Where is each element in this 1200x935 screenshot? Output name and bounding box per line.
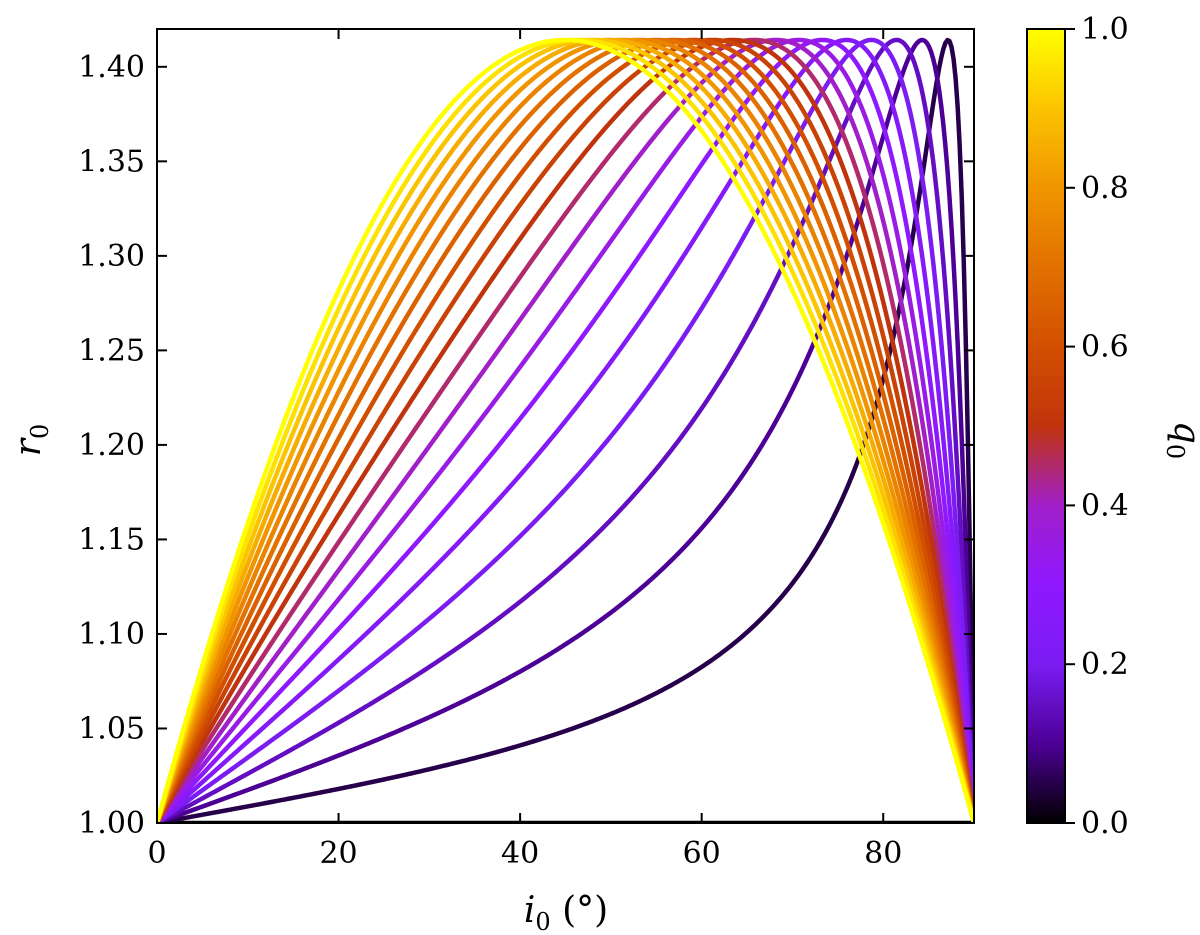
series-curves	[157, 37, 974, 823]
colorbar-tick-label: 0.8	[1081, 171, 1129, 206]
x-tick-label: 20	[319, 836, 357, 871]
y-tick-label: 1.25	[78, 333, 145, 368]
series-line-q10	[157, 37, 974, 823]
colorbar-tick-label: 0.0	[1081, 806, 1129, 841]
series-line-q9	[157, 37, 974, 823]
y-tick-label: 1.20	[78, 428, 145, 463]
series-line-q7	[157, 37, 974, 823]
series-line-q3	[157, 37, 974, 823]
y-tick-label: 1.35	[78, 144, 145, 179]
x-axis: 0 20 40 60 80	[147, 29, 902, 871]
colorbar-axis: 0.0 0.2 0.4 0.6 0.8 1.0	[1065, 12, 1129, 841]
colorbar-tick-label: 0.4	[1081, 488, 1129, 523]
colorbar-tick-label: 0.2	[1081, 647, 1129, 682]
x-tick-label: 40	[501, 836, 539, 871]
colorbar-label: q0	[1161, 421, 1200, 459]
series-line-q8	[157, 37, 974, 823]
series-line-q16	[157, 37, 974, 823]
y-tick-label: 1.10	[78, 617, 145, 652]
y-tick-label: 1.05	[78, 711, 145, 746]
series-line-q14	[157, 37, 974, 823]
series-line-q13	[157, 37, 974, 823]
y-axis-label: r0	[8, 424, 54, 457]
series-line-q18	[157, 37, 974, 823]
colorbar-tick-label: 1.0	[1081, 12, 1129, 47]
series-line-q12	[157, 37, 974, 823]
y-tick-label: 1.00	[78, 806, 145, 841]
colorbar	[1026, 28, 1066, 824]
x-tick-label: 0	[147, 836, 166, 871]
series-line-q1	[157, 37, 974, 823]
series-line-q4	[157, 37, 974, 823]
plot-frame	[156, 28, 975, 824]
y-tick-label: 1.15	[78, 522, 145, 557]
colorbar-tick-label: 0.6	[1081, 330, 1129, 365]
x-axis-label: i0 (°)	[524, 890, 608, 935]
series-line-q11	[157, 37, 974, 823]
series-line-q5	[157, 37, 974, 823]
x-tick-label: 60	[683, 836, 721, 871]
series-line-q20	[157, 37, 974, 823]
series-line-q6	[157, 37, 974, 823]
series-line-q2	[157, 37, 974, 823]
x-tick-label: 80	[864, 836, 902, 871]
y-tick-label: 1.40	[78, 50, 145, 85]
y-axis: 1.00 1.05 1.10 1.15 1.20 1.25 1.30 1.35 1.40	[78, 50, 974, 841]
series-line-q17	[157, 37, 974, 823]
y-tick-label: 1.30	[78, 239, 145, 274]
series-line-q15	[157, 37, 974, 823]
